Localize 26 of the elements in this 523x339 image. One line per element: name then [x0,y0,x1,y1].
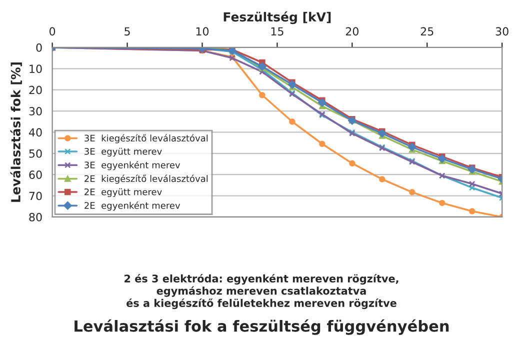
legend-label: 3E egyenként merev [84,161,180,170]
y-tick-label: 40 [28,128,42,137]
x-tick-label: 20 [346,27,358,36]
legend-label: 2E egyenként merev [84,202,180,211]
x-tick-label: 0 [50,27,56,36]
x-axis-title: Feszültség [kV] [224,11,331,24]
x-tick-label: 5 [124,27,130,36]
y-tick-label: 10 [30,64,42,74]
y-tick-label: 70 [29,192,42,200]
y-tick-label: 20 [29,86,42,94]
y-tick-label: 0 [36,43,42,52]
y-axis-title: Leválasztási fok [%] [10,62,22,202]
y-tick-label: 50 [29,149,42,158]
x-tick-label: 25 [420,27,434,36]
x-tick-label: 15 [271,27,284,36]
text: 2 és 3 elektróda: egyenként mereven rögzítve, egymáshoz mereven csatlakoztatva és a kiegészítő felületekhez mereven rögzítve [124,274,398,310]
x-tick-label: 10 [196,27,209,36]
legend-label: 3E kiegészítő leválasztóval [84,134,208,144]
text: Leválasztási fok a feszültség függvényében [74,319,449,335]
y-tick-label: 80 [29,212,42,222]
x-tick-label: 30 [496,27,508,36]
y-tick-label: 60 [29,170,42,179]
legend-label: 3E együtt merev [84,148,162,157]
y-tick-label: 30 [29,106,42,116]
legend-label: 2E együtt merev [84,188,162,198]
legend-label: 2E kiegészítő leválasztóval [84,174,208,184]
